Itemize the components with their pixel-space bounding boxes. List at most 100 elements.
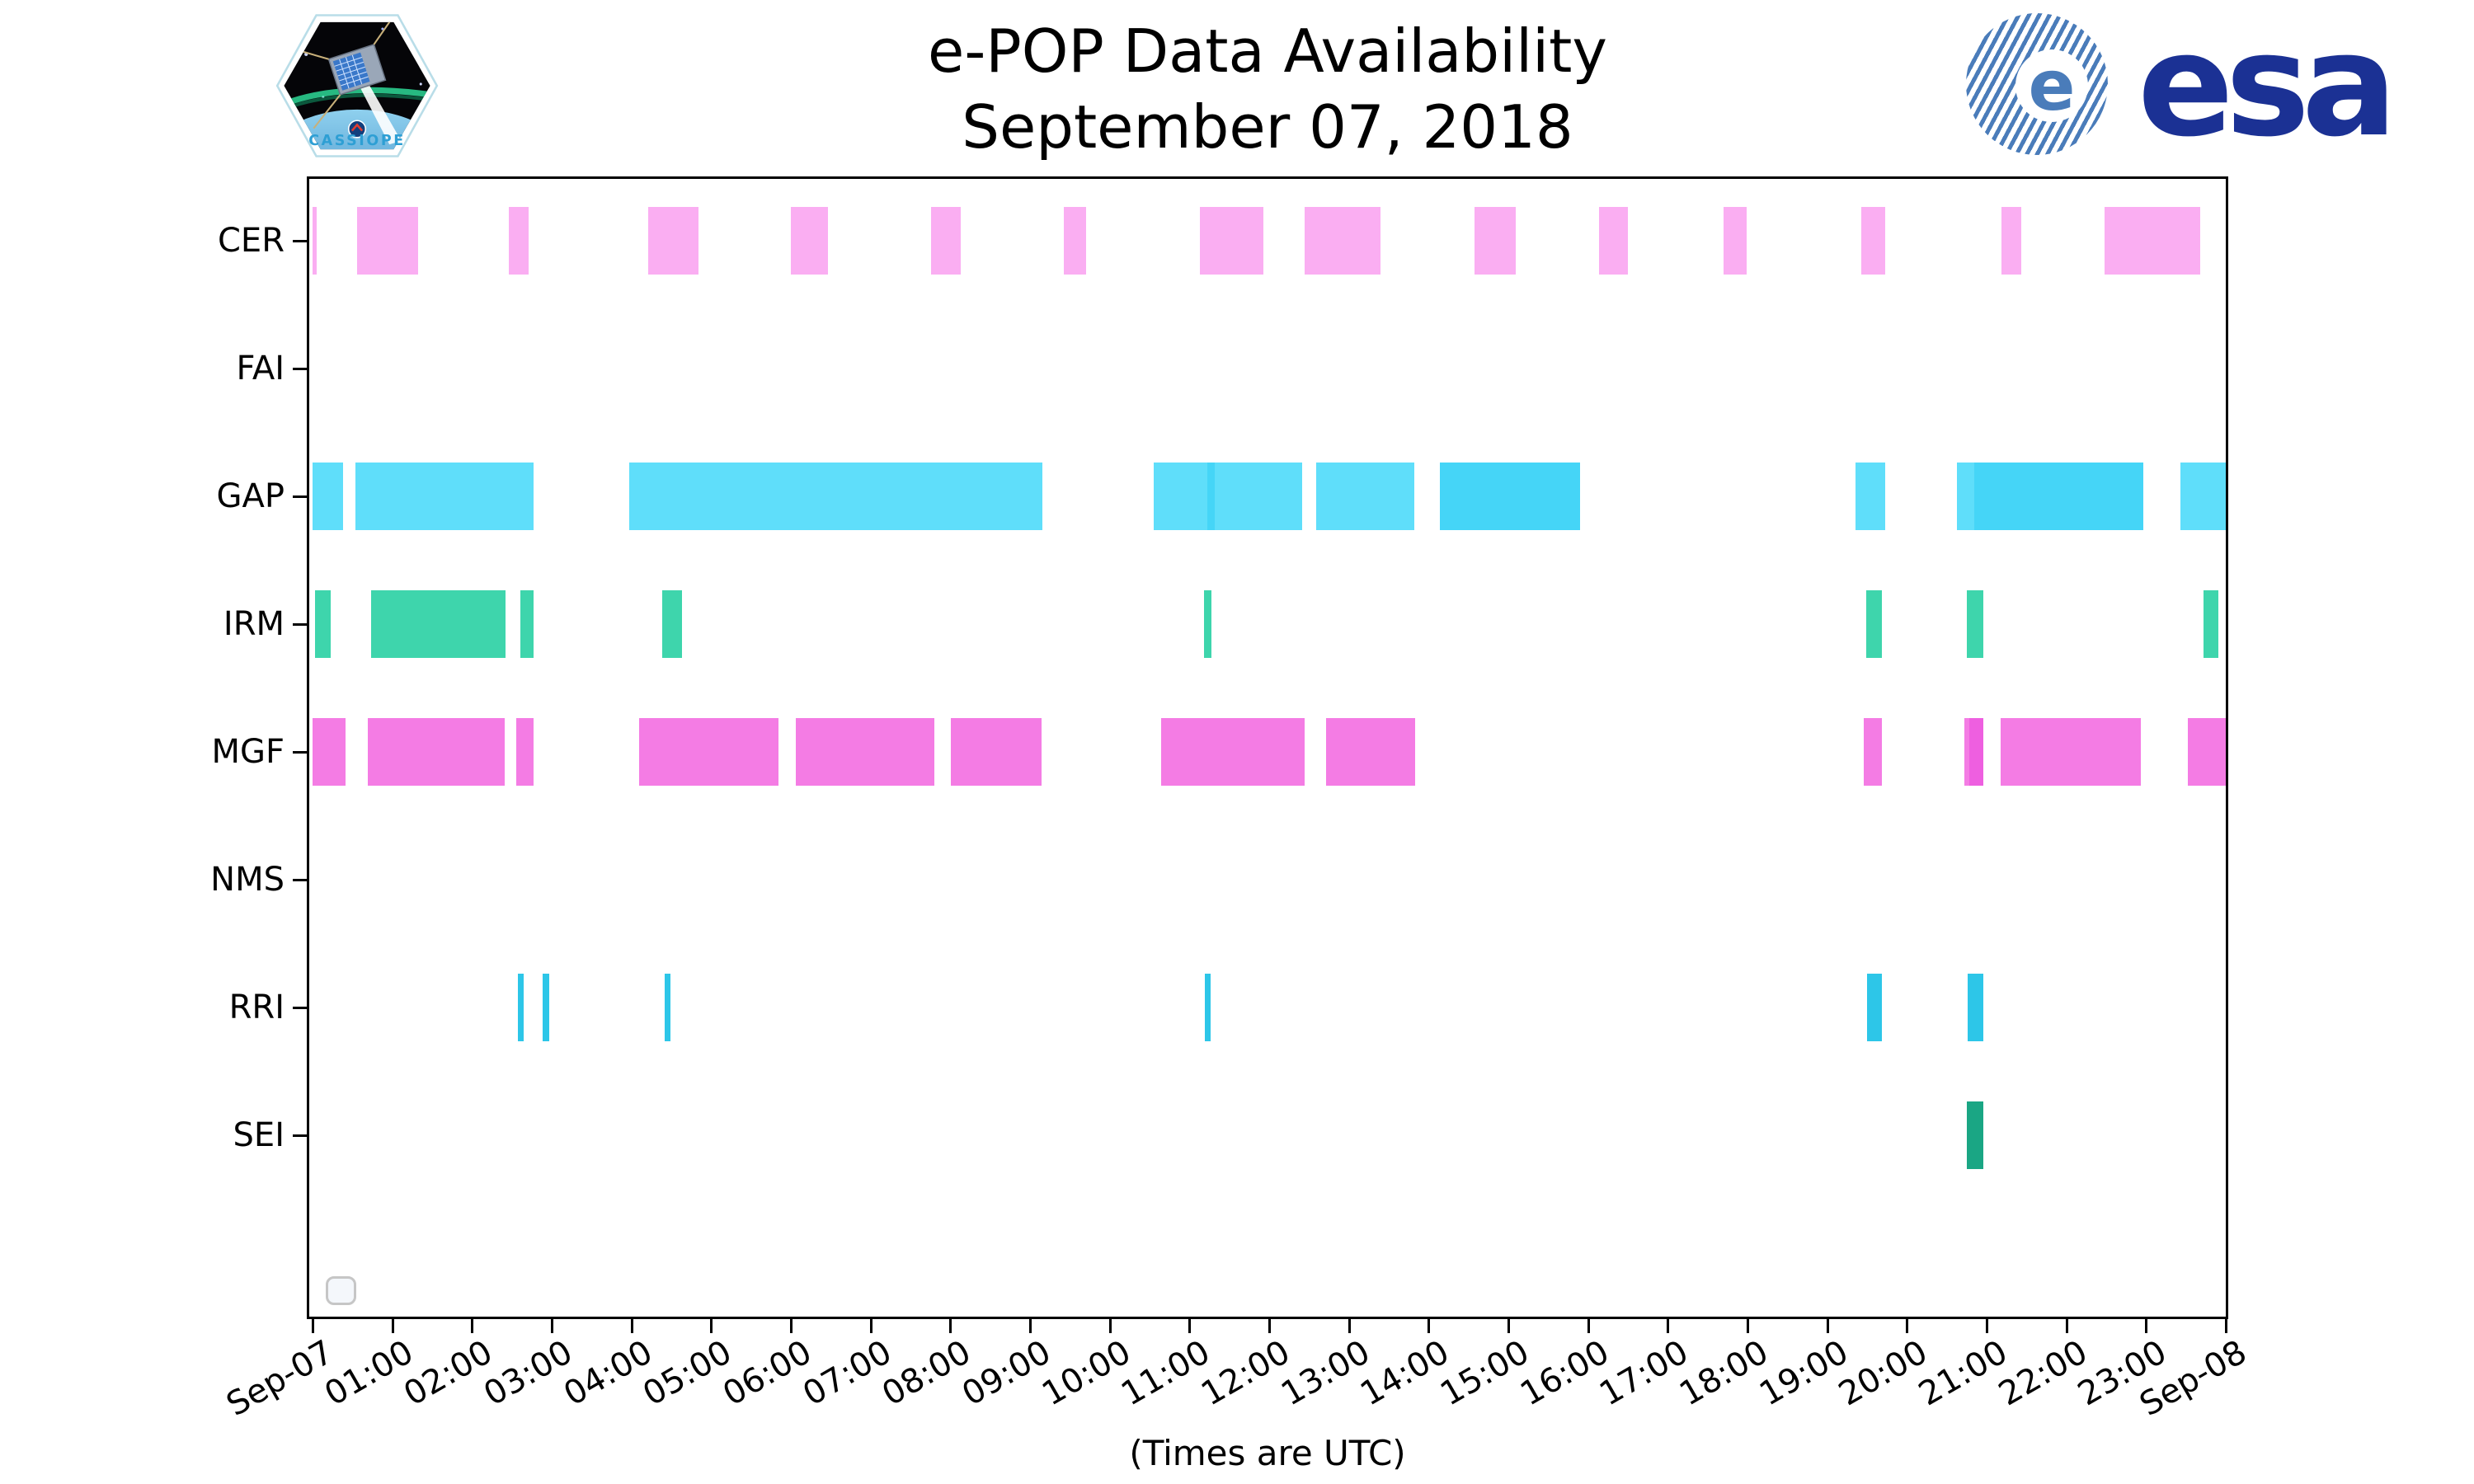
y-tick-rri [293,1007,307,1009]
availability-bar-cer [357,207,418,275]
csa-roundel [347,120,367,139]
availability-bar-gap [1973,463,2144,530]
x-tick-17 [1667,1319,1670,1333]
availability-bar-rri [1967,974,1984,1041]
esa-e-icon: e [2015,49,2088,122]
availability-bar-gap [628,463,1043,530]
availability-bar-gap [1215,463,1302,530]
y-tick-cer [293,240,307,242]
availability-bar-mgf [1864,718,1883,786]
x-tick-7 [869,1319,872,1333]
y-tick-nms [293,879,307,881]
availability-bar-gap [1856,463,1886,530]
x-tick-label-2: 02:00 [397,1333,500,1414]
y-label-irm: IRM [223,605,285,643]
availability-bar-cer [931,207,961,275]
availability-bar-gap [1439,463,1580,530]
x-tick-label-20: 20:00 [1832,1333,1935,1414]
availability-bar-mgf [1968,718,1984,786]
x-tick-label-14: 14:00 [1354,1333,1456,1414]
x-tick-10 [1108,1319,1112,1333]
availability-bar-mgf [639,718,778,786]
y-tick-gap [293,495,307,498]
y-tick-irm [293,623,307,626]
availability-bar-irm [1866,590,1883,658]
availability-bar-cer [1199,207,1264,275]
availability-bar-rri [518,974,524,1041]
availability-bar-cer [2001,207,2021,275]
availability-bar-irm [1966,590,1984,658]
x-tick-label-22: 22:00 [1992,1333,2094,1414]
x-tick-13 [1348,1319,1351,1333]
x-tick-label-7: 07:00 [796,1333,898,1414]
availability-bar-cer [647,207,698,275]
bars-layer [309,179,2226,1317]
esa-logo: e esa [1963,0,2458,173]
x-tick-label-17: 17:00 [1593,1333,1696,1414]
x-tick-21 [1986,1319,1988,1333]
x-tick-label-5: 05:00 [637,1333,739,1414]
y-label-sei: SEI [233,1116,285,1154]
availability-bar-mgf [1325,718,1415,786]
x-tick-1 [391,1319,394,1333]
esa-wordmark: esa [2138,2,2397,168]
availability-bar-cer [1724,207,1747,275]
x-tick-label-11: 11:00 [1115,1333,1217,1414]
x-tick-5 [710,1319,713,1333]
availability-bar-irm [370,590,506,658]
availability-bar-irm [662,590,682,658]
x-tick-19 [1826,1319,1829,1333]
chart-title: e-POP Data Availability September 07, 20… [443,13,2092,165]
x-tick-label-4: 04:00 [557,1333,659,1414]
x-tick-label-13: 13:00 [1274,1333,1376,1414]
availability-bar-sei [1966,1101,1984,1169]
cassiope-wordmark: CASSIOPE [308,133,406,149]
availability-bar-mgf [516,718,534,786]
availability-bar-mgf [367,718,505,786]
availability-bar-gap [1153,463,1207,530]
esa-e-letter: e [2028,45,2076,126]
availability-bar-rri [665,974,671,1041]
x-tick-12 [1268,1319,1271,1333]
availability-bar-cer [1475,207,1516,275]
availability-bar-gap [355,463,534,530]
x-tick-label-19: 19:00 [1752,1333,1855,1414]
x-tick-20 [1906,1319,1909,1333]
cassiope-patch-graphic: CASSIOPE [275,14,439,157]
y-label-cer: CER [218,222,285,260]
cassiope-mission-patch: CASSIOPE [272,3,442,171]
x-tick-6 [790,1319,793,1333]
x-tick-22 [2065,1319,2068,1333]
x-tick-18 [1747,1319,1749,1333]
x-tick-label-21: 21:00 [1912,1333,2014,1414]
x-tick-label-8: 08:00 [876,1333,978,1414]
availability-bar-cer [1063,207,1086,275]
x-tick-8 [949,1319,952,1333]
availability-bar-mgf [313,718,346,786]
availability-bar-mgf [1964,718,1969,786]
title-line-2: September 07, 2018 [962,92,1573,162]
x-tick-label-6: 06:00 [717,1333,818,1414]
x-tick-23 [2145,1319,2148,1333]
legend-box [326,1276,356,1305]
plot-area: CER FAI GAP IRM MGF NMS RRI SEI Sep-07 01:00 02:00… [210,176,2253,1424]
y-label-gap: GAP [216,477,285,515]
x-tick-3 [551,1319,553,1333]
availability-bar-gap [1316,463,1414,530]
availability-bar-cer [508,207,529,275]
availability-bar-cer [791,207,829,275]
x-tick-15 [1507,1319,1510,1333]
title-line-1: e-POP Data Availability [928,16,1607,86]
availability-bar-gap [1957,463,1974,530]
availability-bar-cer [1861,207,1886,275]
availability-bar-mgf [2001,718,2141,786]
availability-bar-mgf [951,718,1042,786]
x-tick-label-9: 09:00 [956,1333,1057,1414]
availability-bar-gap [1206,463,1216,530]
availability-bar-mgf [795,718,934,786]
x-tick-4 [630,1319,633,1333]
availability-bar-cer [1304,207,1381,275]
availability-bar-irm [1203,590,1212,658]
x-tick-0 [312,1319,314,1333]
